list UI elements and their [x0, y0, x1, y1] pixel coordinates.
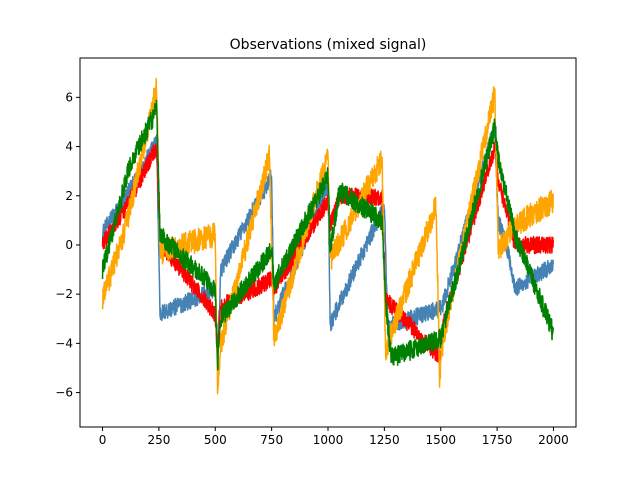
y-tick-label: −6 [55, 386, 73, 400]
x-axis: 0 250 500 750 1000 1250 1500 1750 2000 [99, 427, 569, 447]
y-tick-label: 6 [65, 90, 73, 104]
x-tick-label: 1500 [425, 433, 456, 447]
x-tick-label: 0 [99, 433, 107, 447]
y-tick-label: −2 [55, 287, 73, 301]
y-tick-label: 2 [65, 189, 73, 203]
x-tick-label: 1000 [313, 433, 344, 447]
x-tick-label: 750 [260, 433, 283, 447]
x-tick-label: 500 [204, 433, 227, 447]
series-line-4 [101, 99, 554, 371]
x-tick-label: 250 [147, 433, 170, 447]
y-tick-label: 0 [65, 238, 73, 252]
y-tick-label: −4 [55, 336, 73, 350]
y-tick-label: 4 [65, 140, 73, 154]
chart-title: Observations (mixed signal) [230, 37, 427, 53]
x-tick-label: 1750 [482, 433, 513, 447]
series-line-2 [101, 141, 554, 366]
y-axis: −6 −4 −2 0 2 4 6 [55, 90, 80, 400]
series-layer [101, 77, 554, 395]
x-tick-label: 1250 [369, 433, 400, 447]
x-tick-label: 2000 [538, 433, 569, 447]
